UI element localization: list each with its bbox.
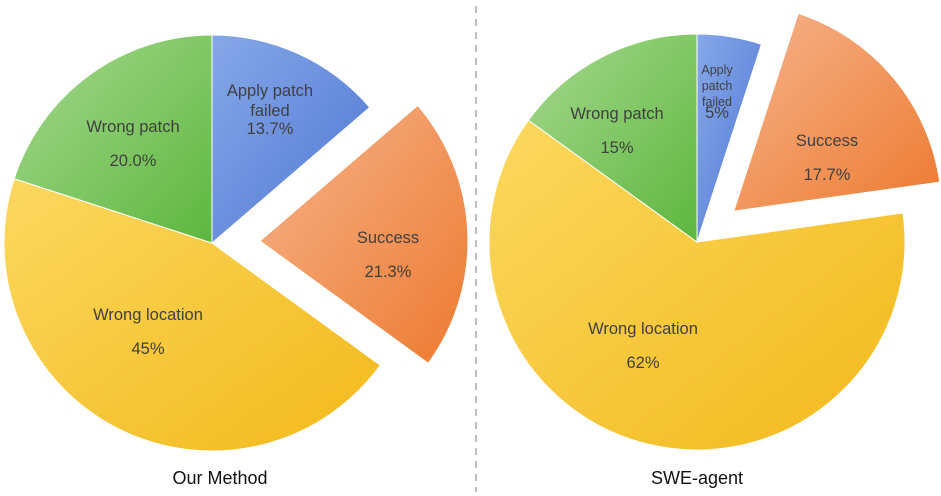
slice-label-apply-patch-failed: Apply patch failed — [227, 82, 313, 120]
slice-label-apply-patch-failed: Apply patch failed — [701, 63, 733, 109]
slice-label-wrong-patch: Wrong patch — [570, 105, 663, 123]
slice-label-wrong-patch: Wrong patch — [86, 118, 179, 136]
caption-our-method: Our Method — [172, 468, 267, 488]
slice-label-wrong-location: Wrong location — [588, 320, 698, 338]
caption-swe-agent: SWE-agent — [651, 468, 743, 488]
slice-label-success: Success — [796, 132, 858, 150]
slice-label-success: Success — [357, 229, 419, 247]
pie-slice-success — [259, 104, 469, 364]
pie-slice-wrong-patch — [13, 34, 213, 244]
slice-value-wrong-patch: 20.0% — [110, 152, 157, 170]
slice-value-wrong-patch: 15% — [600, 139, 633, 157]
pie-slice-success — [733, 12, 941, 212]
slice-value-apply-patch-failed: 5% — [705, 104, 729, 122]
slice-value-apply-patch-failed: 13.7% — [247, 120, 294, 138]
slice-value-success: 21.3% — [365, 263, 412, 281]
slice-value-wrong-location: 62% — [626, 354, 659, 372]
slice-value-success: 17.7% — [804, 166, 851, 184]
pie-slice-wrong-location — [488, 119, 906, 451]
pie-slice-wrong-patch — [527, 33, 698, 243]
pie-slice-apply-patch-failed — [211, 34, 371, 245]
pie-slice-wrong-location — [3, 178, 381, 452]
slice-value-wrong-location: 45% — [131, 340, 164, 358]
slice-label-wrong-location: Wrong location — [93, 306, 203, 324]
